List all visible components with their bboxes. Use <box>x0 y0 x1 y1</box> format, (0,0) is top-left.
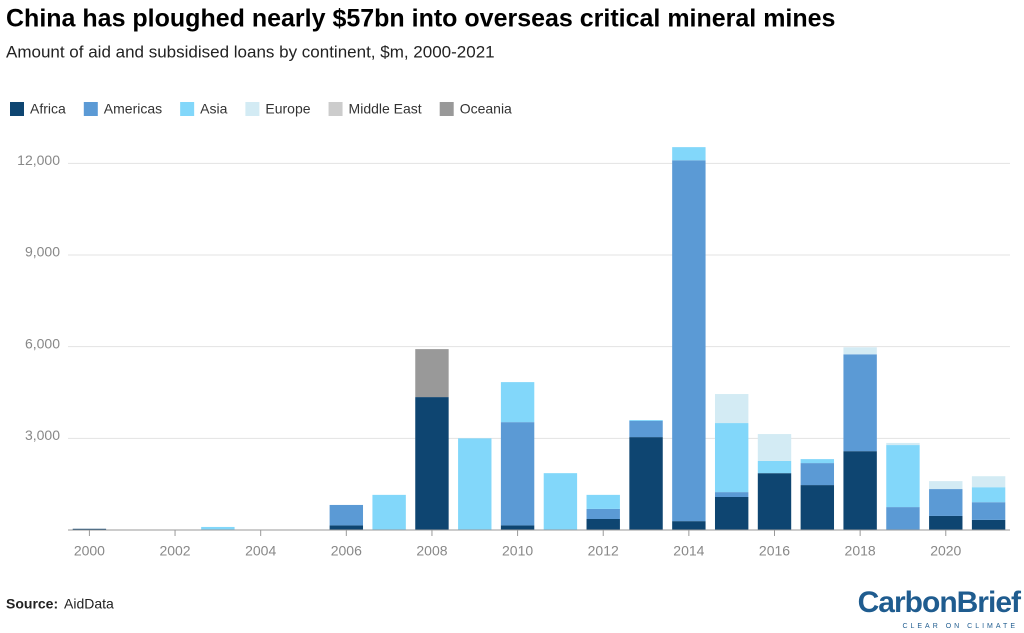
bar-segment <box>971 476 1006 488</box>
bar-segment <box>800 459 835 464</box>
logo: CarbonBrief <box>858 586 1022 619</box>
chart-title: China has ploughed nearly $57bn into ove… <box>6 5 835 33</box>
bar-segment <box>201 526 235 530</box>
x-tick-label: 2006 <box>331 543 362 559</box>
legend-label: Africa <box>30 101 66 117</box>
source: AidData <box>64 596 114 612</box>
y-tick-label: 9,000 <box>25 244 60 260</box>
x-tick-label: 2012 <box>588 543 619 559</box>
legend-swatch <box>439 102 454 116</box>
legend-label: Oceania <box>460 101 512 117</box>
bar-segment <box>843 354 877 452</box>
bar-segment <box>586 519 620 530</box>
bar-segment <box>929 515 963 530</box>
bar-segment <box>843 347 877 355</box>
bar-segment <box>500 422 535 526</box>
legend-label: Americas <box>104 101 162 117</box>
x-tick-label: 2000 <box>74 543 105 559</box>
x-tick-label: 2004 <box>245 543 276 559</box>
y-tick-label: 3,000 <box>25 427 60 443</box>
bar-segment <box>329 525 364 530</box>
legend-label: Asia <box>200 101 227 117</box>
x-tick-label: 2020 <box>930 543 961 559</box>
bar-segment <box>586 494 620 509</box>
bar-segment <box>714 423 749 493</box>
bar-segment <box>586 508 620 519</box>
x-tick-label: 2016 <box>759 543 790 559</box>
x-tick-label: 2018 <box>845 543 876 559</box>
bar-segment <box>500 382 535 423</box>
bar-segment <box>929 489 963 516</box>
bar-segment <box>886 507 920 530</box>
bar-segment <box>72 528 107 530</box>
bar-segment <box>672 147 706 161</box>
legend-swatch <box>245 102 260 116</box>
x-tick-label: 2014 <box>673 543 704 559</box>
x-tick-label: 2010 <box>502 543 533 559</box>
bar-segment <box>672 160 706 522</box>
legend-label: Europe <box>265 101 310 117</box>
legend-swatch <box>328 102 343 116</box>
bar-segment <box>672 521 706 530</box>
bar-segment <box>757 473 792 530</box>
bar-segment <box>372 494 406 530</box>
bar-segment <box>800 485 835 530</box>
source-label: Source: <box>6 596 58 612</box>
bar-segment <box>971 502 1006 520</box>
x-tick-label: 2002 <box>159 543 190 559</box>
legend-swatch <box>83 102 98 116</box>
bar-segment <box>458 438 492 530</box>
bar-segment <box>329 504 364 526</box>
legend-label: Middle East <box>349 101 422 117</box>
bar-segment <box>929 481 963 490</box>
bar-segment <box>629 420 663 421</box>
bar-segment <box>971 519 1006 530</box>
bar-segment <box>543 473 578 530</box>
logo-tagline: CLEAR ON CLIMATE <box>902 623 1018 630</box>
legend-swatch <box>10 102 24 116</box>
bar-segment <box>757 434 792 461</box>
chart-subtitle: Amount of aid and subsidised loans by co… <box>6 42 495 61</box>
bar-segment <box>843 451 877 530</box>
bar-segment <box>500 525 535 530</box>
bar-segment <box>886 442 920 446</box>
bar-segment <box>415 397 449 530</box>
bar-segment <box>971 487 1006 503</box>
x-tick-label: 2008 <box>416 543 447 559</box>
bar-segment <box>714 492 749 497</box>
bar-segment <box>629 437 663 530</box>
legend-swatch <box>180 102 195 116</box>
bar-segment <box>714 394 749 424</box>
bar-segment <box>714 497 749 530</box>
y-tick-label: 12,000 <box>17 152 60 168</box>
bar-segment <box>886 445 920 508</box>
bar-segment <box>629 420 663 438</box>
bar-segment <box>757 460 792 474</box>
y-tick-label: 6,000 <box>25 335 60 351</box>
bar-segment <box>800 463 835 486</box>
bar-segment <box>415 349 449 398</box>
